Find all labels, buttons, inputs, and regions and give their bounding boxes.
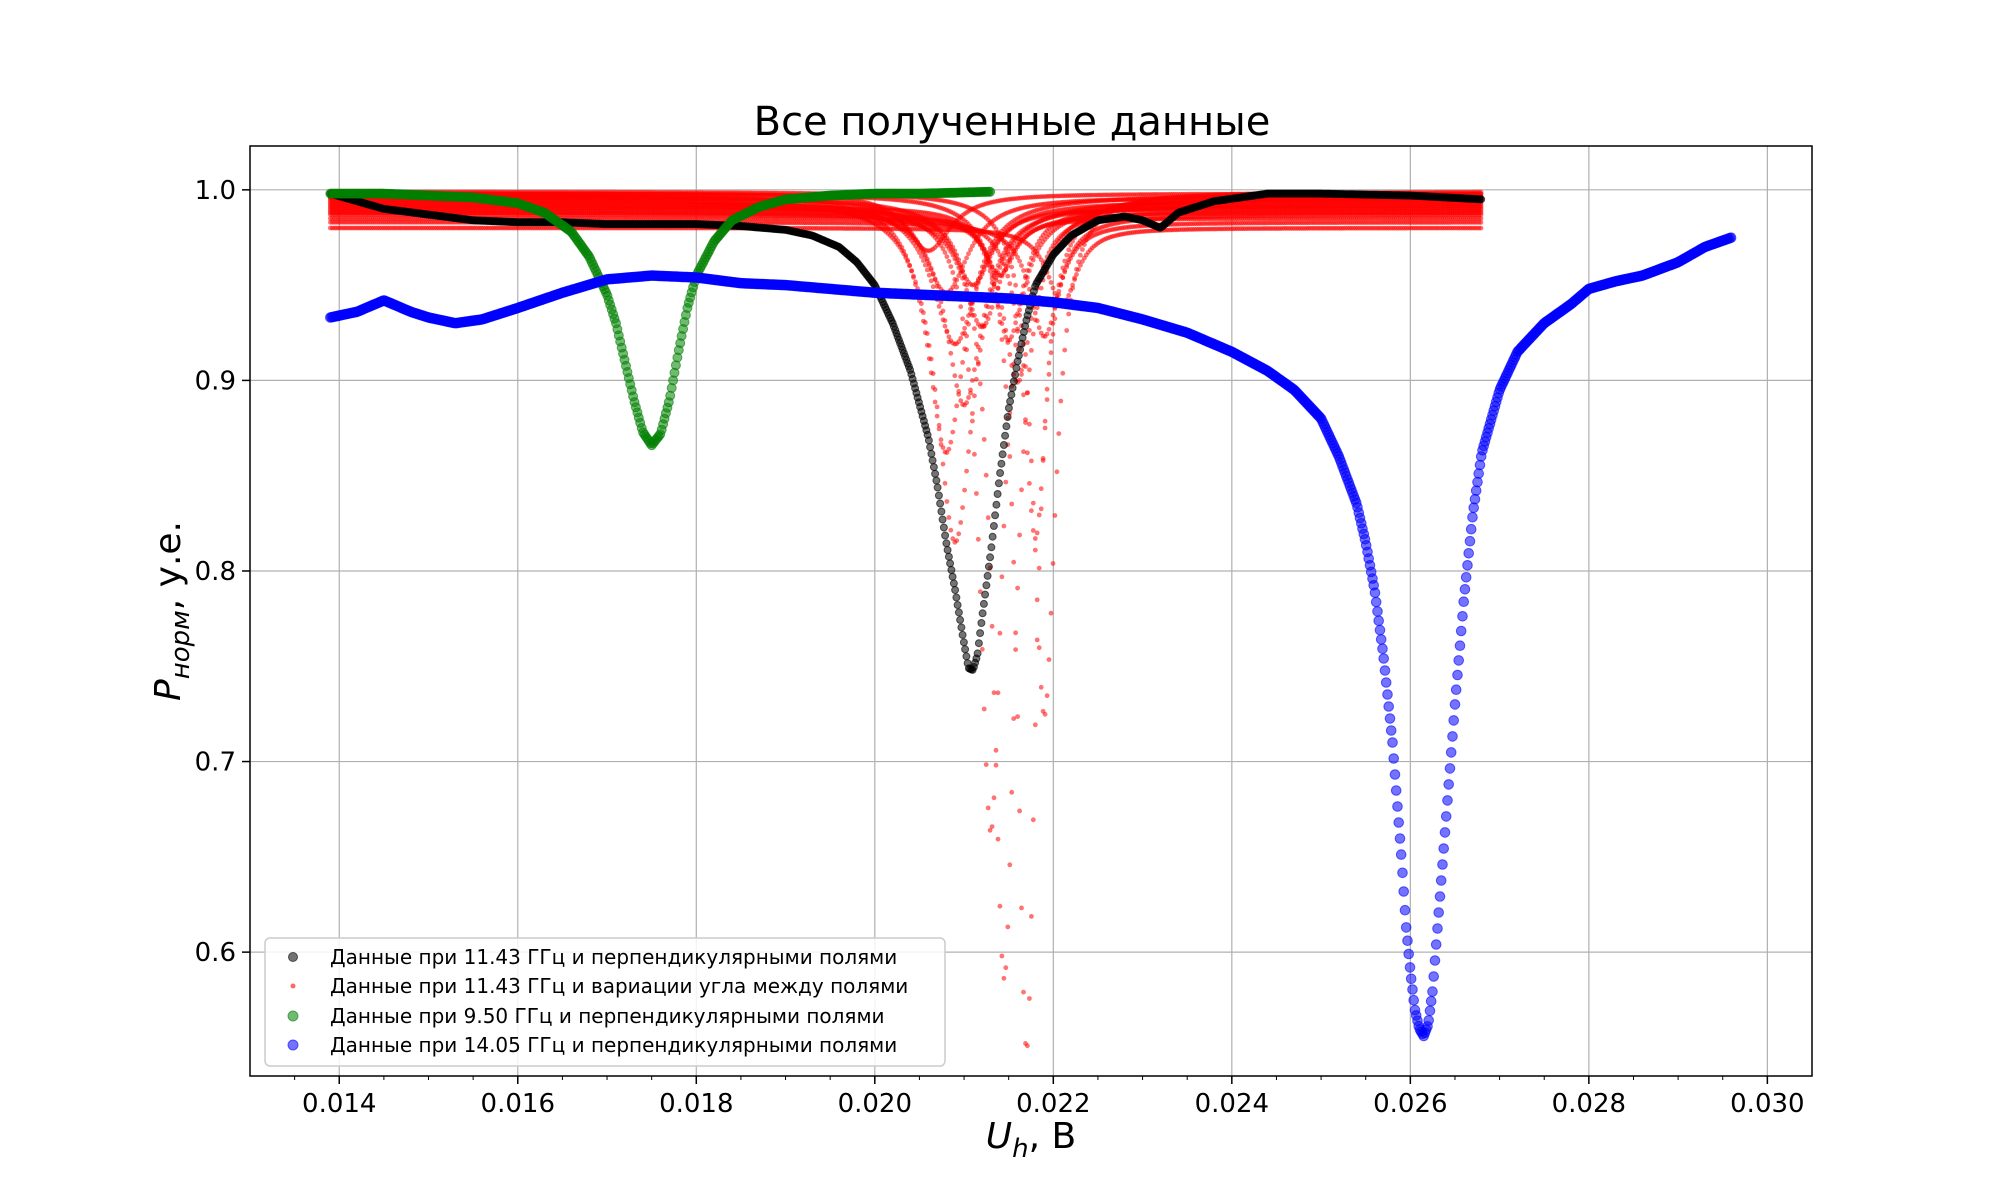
- data-point: [964, 255, 969, 261]
- series-layer: [325, 186, 1737, 1049]
- data-point: [997, 265, 1003, 270]
- data-point: [938, 437, 944, 443]
- data-point: [989, 305, 995, 310]
- data-point: [964, 468, 969, 474]
- data-point: [944, 499, 950, 504]
- data-point: [958, 520, 964, 525]
- data-point: [946, 339, 952, 345]
- data-point: [930, 371, 936, 376]
- data-point: [928, 356, 934, 362]
- data-point: [924, 256, 930, 262]
- data-point: [921, 310, 926, 316]
- data-point: [928, 265, 934, 271]
- data-point: [966, 321, 971, 327]
- data-point: [940, 461, 946, 467]
- data-point: [924, 331, 930, 336]
- data-point: [942, 480, 948, 486]
- data-point: [909, 268, 914, 274]
- data-point: [954, 538, 960, 543]
- data-point: [940, 308, 946, 314]
- data-point: [974, 376, 979, 382]
- data-point: [948, 350, 954, 356]
- data-point: [946, 515, 952, 520]
- data-point: [972, 393, 977, 399]
- data-point: [950, 429, 956, 435]
- data-point: [934, 404, 940, 410]
- data-point: [948, 527, 954, 533]
- data-point: [958, 374, 964, 380]
- data-point: [968, 247, 973, 253]
- data-point: [950, 362, 956, 367]
- data-point: [966, 449, 971, 454]
- data-point: [948, 439, 954, 445]
- data-point: [966, 395, 971, 400]
- data-point: [938, 442, 944, 447]
- data-point: [922, 320, 928, 325]
- data-point: [913, 279, 918, 285]
- data-point: [954, 383, 960, 389]
- data-point: [966, 251, 971, 257]
- data-point: [911, 273, 916, 279]
- data-point: [962, 487, 967, 493]
- data-point: [970, 307, 975, 312]
- data-point: [958, 335, 964, 341]
- data-point: [919, 301, 924, 307]
- data-point: [970, 243, 975, 249]
- data-point: [962, 259, 967, 265]
- data-point: [944, 328, 950, 334]
- data-point: [942, 323, 948, 329]
- data-point: [956, 531, 962, 537]
- data-point: [932, 277, 938, 283]
- data-point: [926, 343, 932, 348]
- data-point: [934, 284, 940, 289]
- data-point: [936, 304, 942, 309]
- data-point: [952, 417, 958, 423]
- data-point: [952, 373, 958, 379]
- data-point: [979, 335, 985, 341]
- data-point: [907, 263, 912, 269]
- data-point: [905, 259, 910, 264]
- data-point: [960, 360, 965, 365]
- data-point: [932, 387, 938, 392]
- data-point: [972, 367, 977, 373]
- data-point: [932, 399, 938, 405]
- data-point: [930, 271, 936, 277]
- grid: [250, 146, 1812, 1076]
- data-point: [979, 271, 985, 277]
- data-point: [934, 413, 940, 419]
- data-point: [946, 446, 952, 452]
- data-point: [977, 347, 983, 353]
- data-point: [970, 411, 975, 416]
- data-point: [954, 403, 960, 409]
- data-point: [942, 318, 948, 323]
- data-point: [956, 389, 962, 394]
- data-point: [968, 429, 973, 435]
- chart-title: Все полученные данные: [754, 99, 1271, 145]
- data-point: [926, 261, 932, 266]
- data-point: [960, 505, 965, 510]
- data-point: [936, 422, 942, 428]
- data-point: [983, 320, 989, 326]
- data-point: [987, 311, 993, 316]
- data-point: [964, 400, 969, 406]
- data-point: [962, 325, 967, 331]
- data-point: [985, 316, 991, 322]
- data-point: [981, 267, 987, 273]
